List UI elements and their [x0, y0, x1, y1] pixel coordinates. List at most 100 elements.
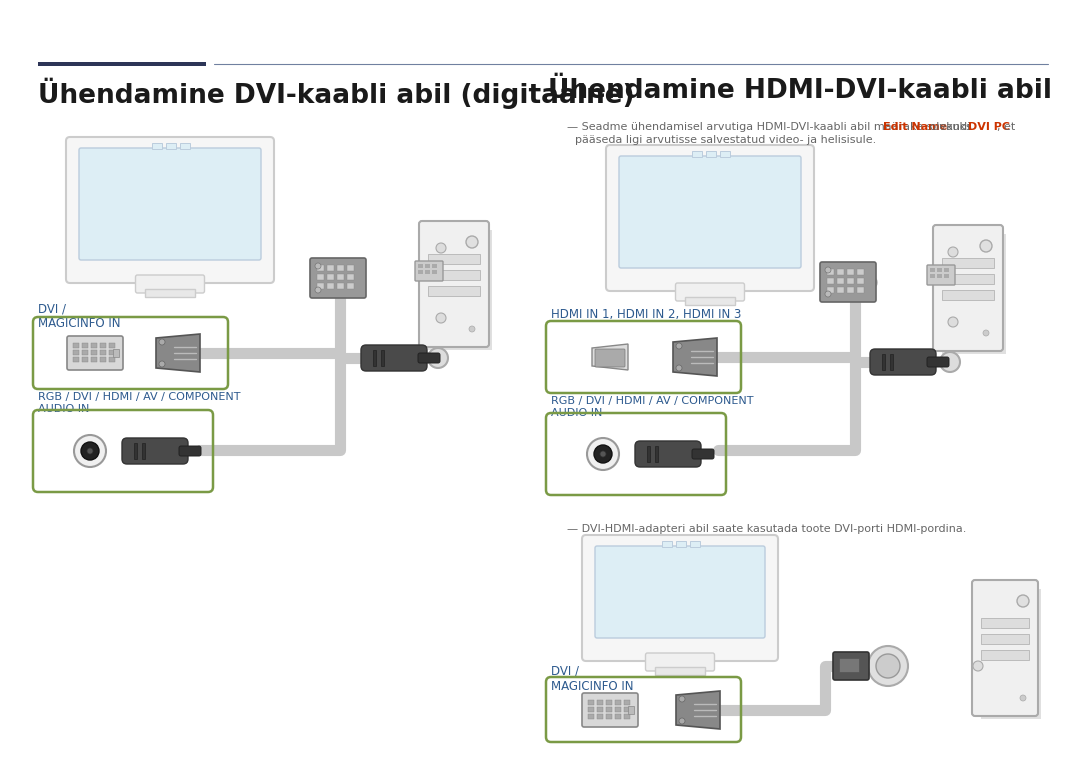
Circle shape	[159, 361, 165, 367]
Bar	[426, 270, 430, 274]
FancyBboxPatch shape	[820, 262, 876, 302]
Bar	[942, 234, 1005, 354]
Bar	[858, 278, 864, 284]
Circle shape	[588, 438, 619, 470]
Circle shape	[428, 348, 448, 368]
Bar	[981, 634, 1029, 644]
FancyBboxPatch shape	[582, 535, 778, 661]
Bar	[944, 274, 949, 278]
Bar	[882, 354, 885, 370]
FancyBboxPatch shape	[927, 265, 955, 285]
Bar	[981, 618, 1029, 628]
FancyBboxPatch shape	[179, 446, 201, 456]
Bar	[91, 350, 97, 355]
Circle shape	[973, 661, 983, 671]
Bar	[654, 446, 658, 462]
FancyBboxPatch shape	[619, 156, 801, 268]
Bar	[347, 283, 354, 289]
Bar	[706, 151, 716, 157]
Text: RGB / DVI / HDMI / AV / COMPONENT
AUDIO IN: RGB / DVI / HDMI / AV / COMPONENT AUDIO …	[38, 392, 241, 414]
Text: Ühendamine HDMI-DVI-kaabli abil: Ühendamine HDMI-DVI-kaabli abil	[548, 78, 1052, 104]
Bar	[615, 707, 621, 712]
Circle shape	[81, 442, 99, 460]
FancyBboxPatch shape	[972, 580, 1038, 716]
Bar	[109, 350, 114, 355]
Circle shape	[679, 696, 685, 702]
Text: Ühendamine DVI-kaabli abil (digitaalne): Ühendamine DVI-kaabli abil (digitaalne)	[38, 78, 635, 109]
Bar	[615, 700, 621, 705]
Text: DVI /
MAGICINFO IN: DVI / MAGICINFO IN	[38, 302, 121, 330]
Bar	[134, 443, 137, 459]
FancyBboxPatch shape	[927, 357, 949, 367]
Bar	[73, 343, 79, 348]
Bar	[180, 143, 190, 149]
Text: DVI /
MAGICINFO IN: DVI / MAGICINFO IN	[551, 665, 634, 693]
Bar	[91, 357, 97, 362]
Circle shape	[465, 236, 478, 248]
Bar	[373, 350, 376, 366]
Bar	[100, 350, 106, 355]
Polygon shape	[673, 338, 717, 376]
Bar	[318, 265, 324, 271]
Bar	[100, 357, 106, 362]
Bar	[337, 265, 345, 271]
Bar	[690, 541, 700, 547]
Bar	[337, 274, 345, 280]
FancyBboxPatch shape	[595, 349, 625, 367]
Bar	[606, 707, 612, 712]
Circle shape	[876, 654, 900, 678]
Bar	[73, 357, 79, 362]
Bar	[647, 446, 650, 462]
Circle shape	[948, 247, 958, 257]
Circle shape	[436, 313, 446, 323]
Bar	[624, 714, 630, 719]
Bar	[109, 343, 114, 348]
Bar	[930, 268, 935, 272]
FancyBboxPatch shape	[833, 652, 869, 680]
Bar	[166, 143, 176, 149]
Bar	[145, 289, 195, 297]
Bar	[91, 343, 97, 348]
Polygon shape	[156, 334, 200, 372]
Text: RGB / DVI / HDMI / AV / COMPONENT
AUDIO IN: RGB / DVI / HDMI / AV / COMPONENT AUDIO …	[551, 396, 754, 417]
FancyBboxPatch shape	[67, 336, 123, 370]
Bar	[337, 283, 345, 289]
Circle shape	[676, 343, 681, 349]
Text: — DVI-HDMI-adapteri abil saate kasutada toote DVI-porti HDMI-pordina.: — DVI-HDMI-adapteri abil saate kasutada …	[567, 524, 967, 534]
FancyBboxPatch shape	[606, 145, 814, 291]
Bar	[597, 714, 603, 719]
Circle shape	[980, 240, 993, 252]
FancyBboxPatch shape	[870, 349, 936, 375]
FancyBboxPatch shape	[646, 653, 715, 671]
FancyBboxPatch shape	[79, 148, 261, 260]
Bar	[944, 268, 949, 272]
Bar	[152, 143, 162, 149]
Bar	[847, 278, 854, 284]
Bar	[418, 264, 423, 268]
Bar	[418, 270, 423, 274]
Bar	[327, 283, 334, 289]
Bar	[426, 264, 430, 268]
Text: Edit Name: Edit Name	[883, 122, 947, 132]
Bar	[73, 350, 79, 355]
FancyBboxPatch shape	[361, 345, 427, 371]
Bar	[937, 274, 942, 278]
Polygon shape	[592, 344, 627, 370]
Bar	[38, 62, 206, 66]
Bar	[428, 230, 492, 350]
Bar	[692, 151, 702, 157]
Bar	[654, 667, 705, 675]
Bar	[930, 274, 935, 278]
FancyBboxPatch shape	[419, 221, 489, 347]
Text: HDMI IN 1, HDMI IN 2, HDMI IN 3: HDMI IN 1, HDMI IN 2, HDMI IN 3	[551, 308, 741, 321]
Bar	[827, 269, 834, 275]
Circle shape	[679, 718, 685, 724]
Text: , et: , et	[997, 122, 1015, 132]
Bar	[141, 443, 145, 459]
Circle shape	[594, 445, 612, 463]
Circle shape	[948, 317, 958, 327]
Bar	[837, 287, 843, 293]
Bar	[847, 287, 854, 293]
Circle shape	[75, 435, 106, 467]
Bar	[432, 270, 437, 274]
